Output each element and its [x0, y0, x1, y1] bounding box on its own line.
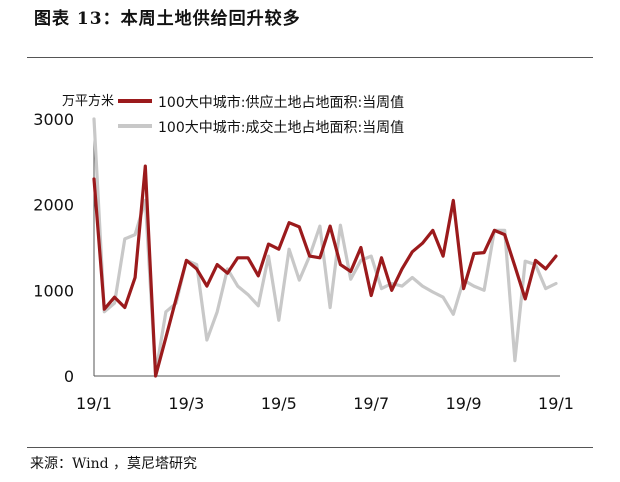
x-tick-label: 19/3 — [168, 394, 204, 413]
y-tick-label: 2000 — [33, 196, 74, 215]
y-tick-group: 0 1000 2000 3000 — [33, 110, 74, 386]
x-tick-group: 19/1 19/3 19/5 19/7 19/9 19/1 — [76, 394, 574, 413]
series-group — [92, 117, 558, 378]
source-note: 来源：Wind ，莫尼塔研究 — [30, 456, 198, 472]
figure-title: 图表 13：本周土地供给回升较多 — [34, 9, 301, 29]
x-tick-label: 19/1 — [538, 394, 574, 413]
legend: 100大中城市:供应土地占地面积:当周值 100大中城市:成交土地占地面积:当周… — [118, 94, 404, 136]
series-line-deal — [92, 117, 558, 375]
x-tick-label: 19/9 — [446, 394, 482, 413]
y-tick-label: 1000 — [33, 281, 74, 300]
legend-label-supply: 100大中城市:供应土地占地面积:当周值 — [158, 94, 404, 111]
series-line-supply — [92, 164, 558, 378]
footer-divider — [27, 447, 593, 448]
y-tick-label: 3000 — [33, 110, 74, 129]
x-tick-label: 19/1 — [76, 394, 112, 413]
title-divider — [27, 57, 593, 58]
x-tick-label: 19/7 — [353, 394, 389, 413]
legend-label-deal: 100大中城市:成交土地占地面积:当周值 — [158, 119, 404, 136]
y-tick-label: 0 — [64, 367, 74, 386]
x-tick-label: 19/5 — [261, 394, 297, 413]
y-unit-label: 万平方米 — [62, 93, 114, 109]
